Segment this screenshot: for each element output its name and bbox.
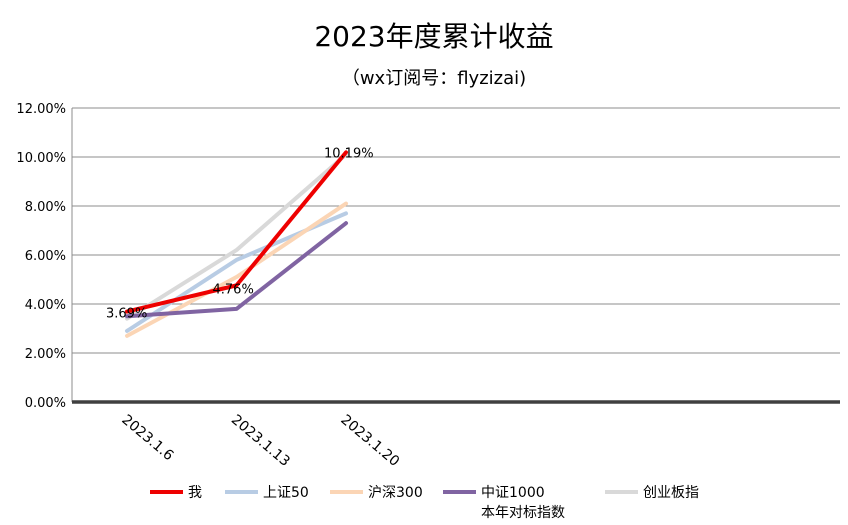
series-line-创业板指	[125, 152, 348, 321]
data-labels: 3.69% 4.76% 10.19%	[106, 146, 374, 321]
x-tick-label: 2023.1.13	[228, 412, 293, 470]
data-label: 3.69%	[106, 307, 147, 322]
legend-label: 上证50	[263, 485, 309, 501]
y-tick-label: 6.00%	[25, 249, 66, 264]
series-line-沪深300	[125, 201, 348, 338]
y-tick-label: 8.00%	[25, 200, 66, 215]
chart-subtitle: （wx订阅号：flyzizai)	[342, 68, 526, 89]
data-label: 4.76%	[213, 282, 254, 297]
data-label: 10.19%	[324, 146, 374, 161]
legend-label: 创业板指	[643, 485, 699, 501]
x-axis-ticks: 2023.1.6 2023.1.13 2023.1.20	[118, 412, 402, 470]
chart-title: 2023年度累计收益	[314, 20, 553, 53]
y-tick-label: 2.00%	[25, 347, 66, 362]
x-tick-label: 2023.1.6	[118, 412, 176, 464]
legend-label: 我	[188, 485, 202, 501]
y-axis-ticks: 0.00% 2.00% 4.00% 6.00% 8.00% 10.00% 12.00%	[16, 102, 66, 411]
y-tick-label: 12.00%	[16, 102, 66, 117]
y-tick-label: 10.00%	[16, 151, 66, 166]
y-tick-label: 0.00%	[25, 396, 66, 411]
series-line-中证1000	[125, 221, 348, 319]
y-tick-label: 4.00%	[25, 298, 66, 313]
series-line-我	[125, 150, 348, 314]
legend-label: 中证1000	[481, 485, 545, 501]
legend-label-line2: 本年对标指数	[481, 505, 565, 521]
legend-label: 沪深300	[368, 485, 423, 501]
gridlines	[71, 107, 840, 404]
x-tick-label: 2023.1.20	[337, 412, 402, 470]
legend: 我 上证50 沪深300 中证1000 本年对标指数 创业板指	[150, 485, 699, 521]
series-lines	[125, 150, 348, 338]
